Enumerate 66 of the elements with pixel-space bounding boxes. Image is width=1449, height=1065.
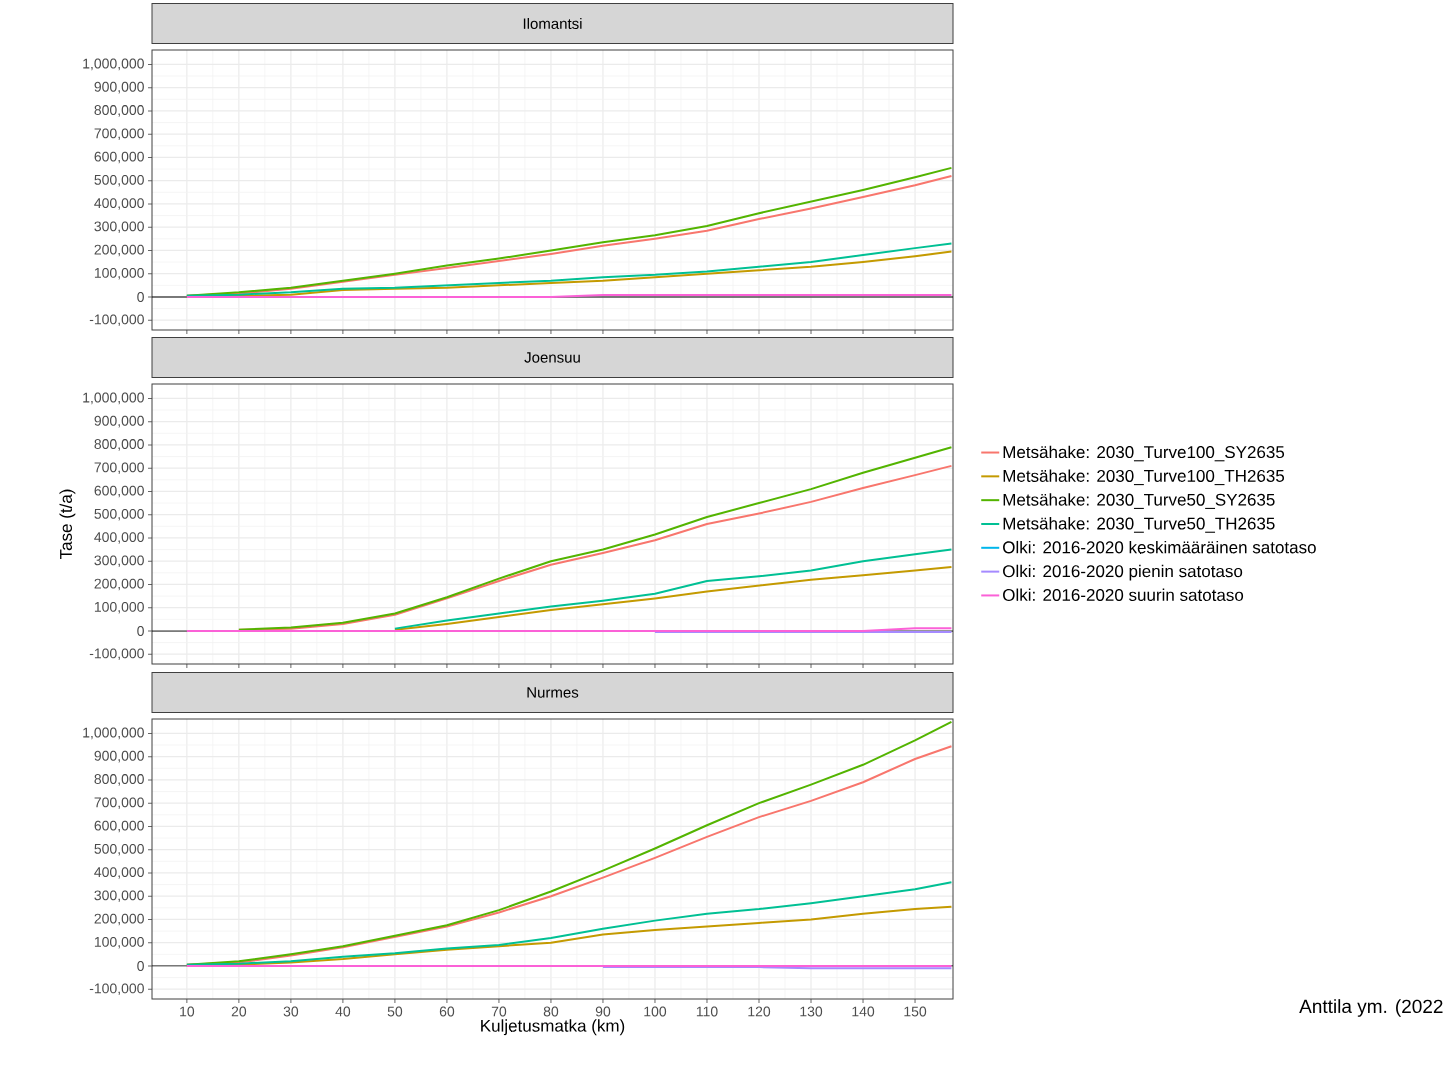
legend-label: Olki: 2016-2020 pienin satotaso <box>1003 564 1243 581</box>
y-tick-label: 400,000 <box>94 532 144 544</box>
y-tick-label: 600,000 <box>94 820 144 833</box>
text: Anttila ym. (2022 <box>1299 999 1443 1017</box>
x-tick-label: 150 <box>904 1006 927 1017</box>
legend-label: Metsähake: 2030_Turve100_SY2635 <box>1003 445 1285 462</box>
chart-title: Joensuu <box>524 352 580 363</box>
legend-label: Olki: 2016-2020 keskimääräinen satotaso <box>1003 540 1316 554</box>
y-tick-label: -100,000 <box>89 983 144 995</box>
y-tick-label: 500,000 <box>94 843 144 856</box>
x-tick-label: 40 <box>335 1006 351 1017</box>
x-tick-label: 30 <box>283 1006 299 1017</box>
y-tick-label: 1,000,000 <box>83 727 144 740</box>
y-tick-label: 200,000 <box>94 913 144 926</box>
y-tick-label: 600,000 <box>94 485 144 498</box>
y-tick-label: 700,000 <box>94 797 144 809</box>
y-tick-label: 300,000 <box>94 890 144 902</box>
legend-label: Olki: 2016-2020 suurin satotaso <box>1003 588 1244 602</box>
y-tick-label: 900,000 <box>94 750 144 763</box>
x-tick-label: 20 <box>231 1006 247 1017</box>
y-axis-title: Tase (t/a) <box>59 489 76 560</box>
y-tick-label: 700,000 <box>94 462 144 474</box>
x-tick-label: 50 <box>387 1006 403 1017</box>
x-tick-label: 130 <box>800 1006 823 1017</box>
x-tick-label: 110 <box>696 1006 718 1017</box>
x-tick-label: 80 <box>543 1006 559 1017</box>
y-tick-label: 800,000 <box>94 774 144 786</box>
x-tick-label: 140 <box>852 1006 875 1017</box>
y-tick-label: 600,000 <box>94 151 144 164</box>
y-tick-label: 300,000 <box>94 555 144 567</box>
y-tick-label: 900,000 <box>94 81 144 94</box>
x-tick-label: 120 <box>748 1006 771 1017</box>
y-tick-label: 100,000 <box>94 267 144 280</box>
y-tick-label: 200,000 <box>94 244 144 257</box>
y-tick-label: 400,000 <box>94 867 144 879</box>
x-tick-label: 10 <box>180 1006 195 1017</box>
y-tick-label: 800,000 <box>94 439 144 451</box>
legend-label: Metsähake: 2030_Turve50_TH2635 <box>1003 517 1275 533</box>
x-axis-title: Kuljetusmatka (km) <box>481 1019 625 1036</box>
y-tick-label: 1,000,000 <box>83 392 144 405</box>
y-tick-label: -100,000 <box>89 314 144 326</box>
legend-label: Metsähake: 2030_Turve50_SY2635 <box>1003 493 1275 509</box>
y-tick-label: 800,000 <box>94 105 144 117</box>
y-tick-label: -100,000 <box>89 648 144 660</box>
y-tick-label: 500,000 <box>94 508 144 521</box>
y-tick-label: 700,000 <box>94 128 144 140</box>
chart-title: Ilomantsi <box>523 17 582 29</box>
line-series <box>185 881 953 966</box>
x-tick-label: 100 <box>644 1006 667 1017</box>
legend-label: Metsähake: 2030_Turve100_TH2635 <box>1003 469 1285 486</box>
line-series <box>393 548 953 630</box>
y-tick-label: 400,000 <box>94 198 144 210</box>
x-tick-label: 60 <box>439 1006 455 1017</box>
y-tick-label: 0 <box>137 961 144 971</box>
x-tick-label: 70 <box>491 1006 507 1017</box>
y-tick-label: 500,000 <box>94 174 144 187</box>
x-tick-label: 90 <box>595 1006 611 1017</box>
y-tick-label: 300,000 <box>94 221 144 233</box>
y-tick-label: 1,000,000 <box>83 58 144 71</box>
y-tick-label: 100,000 <box>94 936 144 949</box>
y-tick-label: 0 <box>137 291 144 302</box>
y-tick-label: 200,000 <box>94 578 144 591</box>
y-tick-label: 100,000 <box>94 601 144 614</box>
y-tick-label: 0 <box>137 625 144 636</box>
y-tick-label: 900,000 <box>94 415 144 428</box>
chart-title: Nurmes <box>527 687 579 698</box>
